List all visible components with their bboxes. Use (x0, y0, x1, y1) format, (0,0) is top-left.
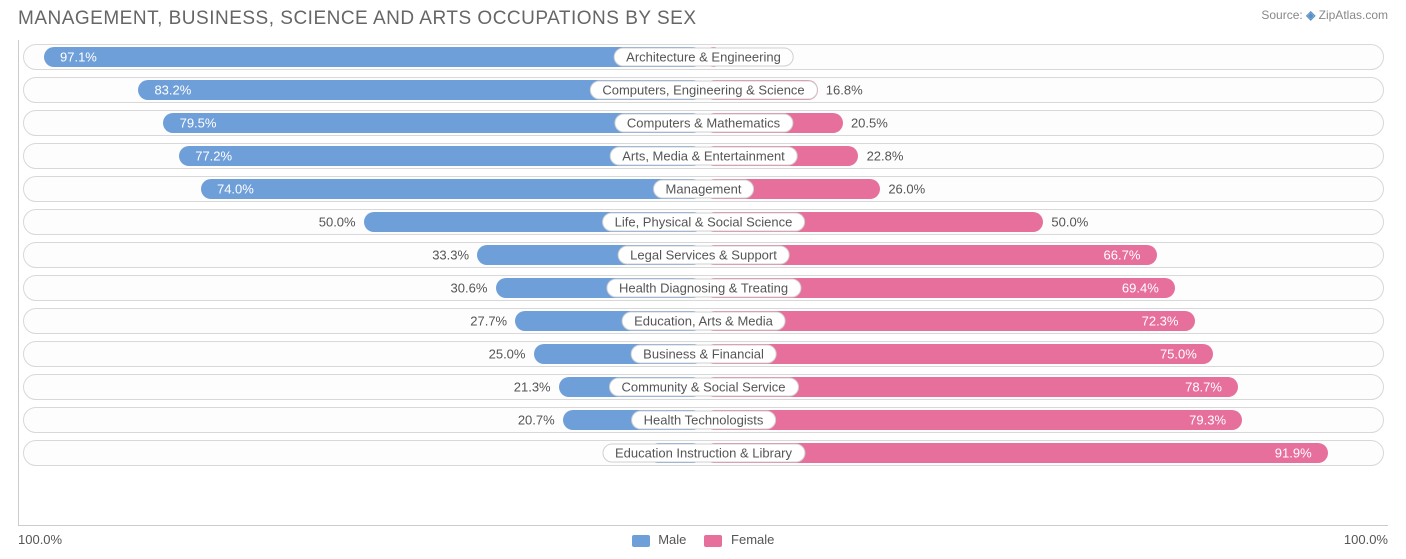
male-pct-label: 77.2% (195, 149, 232, 164)
female-pct-label: 16.8% (826, 83, 863, 98)
male-pct-label: 20.7% (518, 413, 555, 428)
legend: Male Female (632, 532, 775, 547)
category-label: Life, Physical & Social Science (602, 213, 806, 232)
category-label: Architecture & Engineering (613, 48, 794, 67)
category-label: Computers & Mathematics (614, 114, 793, 133)
female-bar (704, 344, 1214, 364)
category-label: Health Diagnosing & Treating (606, 279, 801, 298)
chart-area: 97.1%2.9%Architecture & Engineering 83.2%… (18, 40, 1388, 526)
male-swatch-icon (632, 535, 650, 547)
bar-row: 30.6% 69.4% Health Diagnosing & Treating (23, 275, 1384, 301)
category-label: Management (653, 180, 755, 199)
category-label: Computers, Engineering & Science (589, 81, 817, 100)
legend-female: Female (704, 532, 774, 547)
male-bar (201, 179, 704, 199)
chart-title: MANAGEMENT, BUSINESS, SCIENCE AND ARTS O… (18, 8, 697, 30)
male-pct-label: 97.1% (60, 50, 97, 65)
header-row: MANAGEMENT, BUSINESS, SCIENCE AND ARTS O… (18, 8, 1388, 30)
category-label: Health Technologists (631, 411, 777, 430)
bar-row: 79.5% 20.5% Computers & Mathematics (23, 110, 1384, 136)
source-name: ZipAtlas.com (1319, 8, 1388, 22)
bar-row: 74.0% 26.0% Management (23, 176, 1384, 202)
female-swatch-icon (704, 535, 722, 547)
female-pct-label: 50.0% (1051, 215, 1088, 230)
female-pct-label: 66.7% (1104, 248, 1141, 263)
bar-row: 21.3% 78.7% Community & Social Service (23, 374, 1384, 400)
axis-row: 100.0% Male Female 100.0% (18, 532, 1388, 547)
axis-right-label: 100.0% (1344, 532, 1388, 547)
bar-row: 33.3% 66.7% Legal Services & Support (23, 242, 1384, 268)
category-label: Arts, Media & Entertainment (609, 147, 798, 166)
female-pct-label: 26.0% (888, 182, 925, 197)
axis-left-label: 100.0% (18, 532, 62, 547)
bar-row: 50.0% 50.0% Life, Physical & Social Scienc… (23, 209, 1384, 235)
category-label: Community & Social Service (609, 378, 799, 397)
bar-row: 8.1%91.9%Education Instruction & Library (23, 440, 1384, 466)
female-pct-label: 20.5% (851, 116, 888, 131)
bar-row: 20.7% 79.3% Health Technologists (23, 407, 1384, 433)
male-pct-label: 30.6% (451, 281, 488, 296)
category-label: Legal Services & Support (617, 246, 790, 265)
female-pct-label: 22.8% (867, 149, 904, 164)
legend-male: Male (632, 532, 687, 547)
legend-male-label: Male (658, 532, 686, 547)
category-label: Education Instruction & Library (602, 444, 805, 463)
bar-row: 27.7% 72.3% Education, Arts & Media (23, 308, 1384, 334)
female-bar (704, 410, 1243, 430)
bar-row: 83.2% 16.8% Computers, Engineering & Scien… (23, 77, 1384, 103)
male-pct-label: 27.7% (470, 314, 507, 329)
bar-row: 25.0% 75.0% Business & Financial (23, 341, 1384, 367)
male-pct-label: 33.3% (432, 248, 469, 263)
bar-row: 77.2% 22.8% Arts, Media & Entertainment (23, 143, 1384, 169)
male-pct-label: 79.5% (180, 116, 217, 131)
legend-female-label: Female (731, 532, 774, 547)
bar-row: 97.1%2.9%Architecture & Engineering (23, 44, 1384, 70)
female-pct-label: 72.3% (1142, 314, 1179, 329)
female-pct-label: 75.0% (1160, 347, 1197, 362)
female-pct-label: 91.9% (1275, 446, 1312, 461)
male-pct-label: 25.0% (489, 347, 526, 362)
female-pct-label: 69.4% (1122, 281, 1159, 296)
female-pct-label: 79.3% (1189, 413, 1226, 428)
source-logo-icon: ◈ (1306, 8, 1315, 22)
category-label: Business & Financial (630, 345, 777, 364)
female-pct-label: 78.7% (1185, 380, 1222, 395)
male-pct-label: 21.3% (514, 380, 551, 395)
male-pct-label: 83.2% (154, 83, 191, 98)
male-pct-label: 74.0% (217, 182, 254, 197)
source-prefix: Source: (1261, 8, 1302, 22)
category-label: Education, Arts & Media (621, 312, 786, 331)
male-bar (44, 47, 704, 67)
male-pct-label: 50.0% (319, 215, 356, 230)
source-attribution: Source: ◈ ZipAtlas.com (1261, 8, 1388, 22)
